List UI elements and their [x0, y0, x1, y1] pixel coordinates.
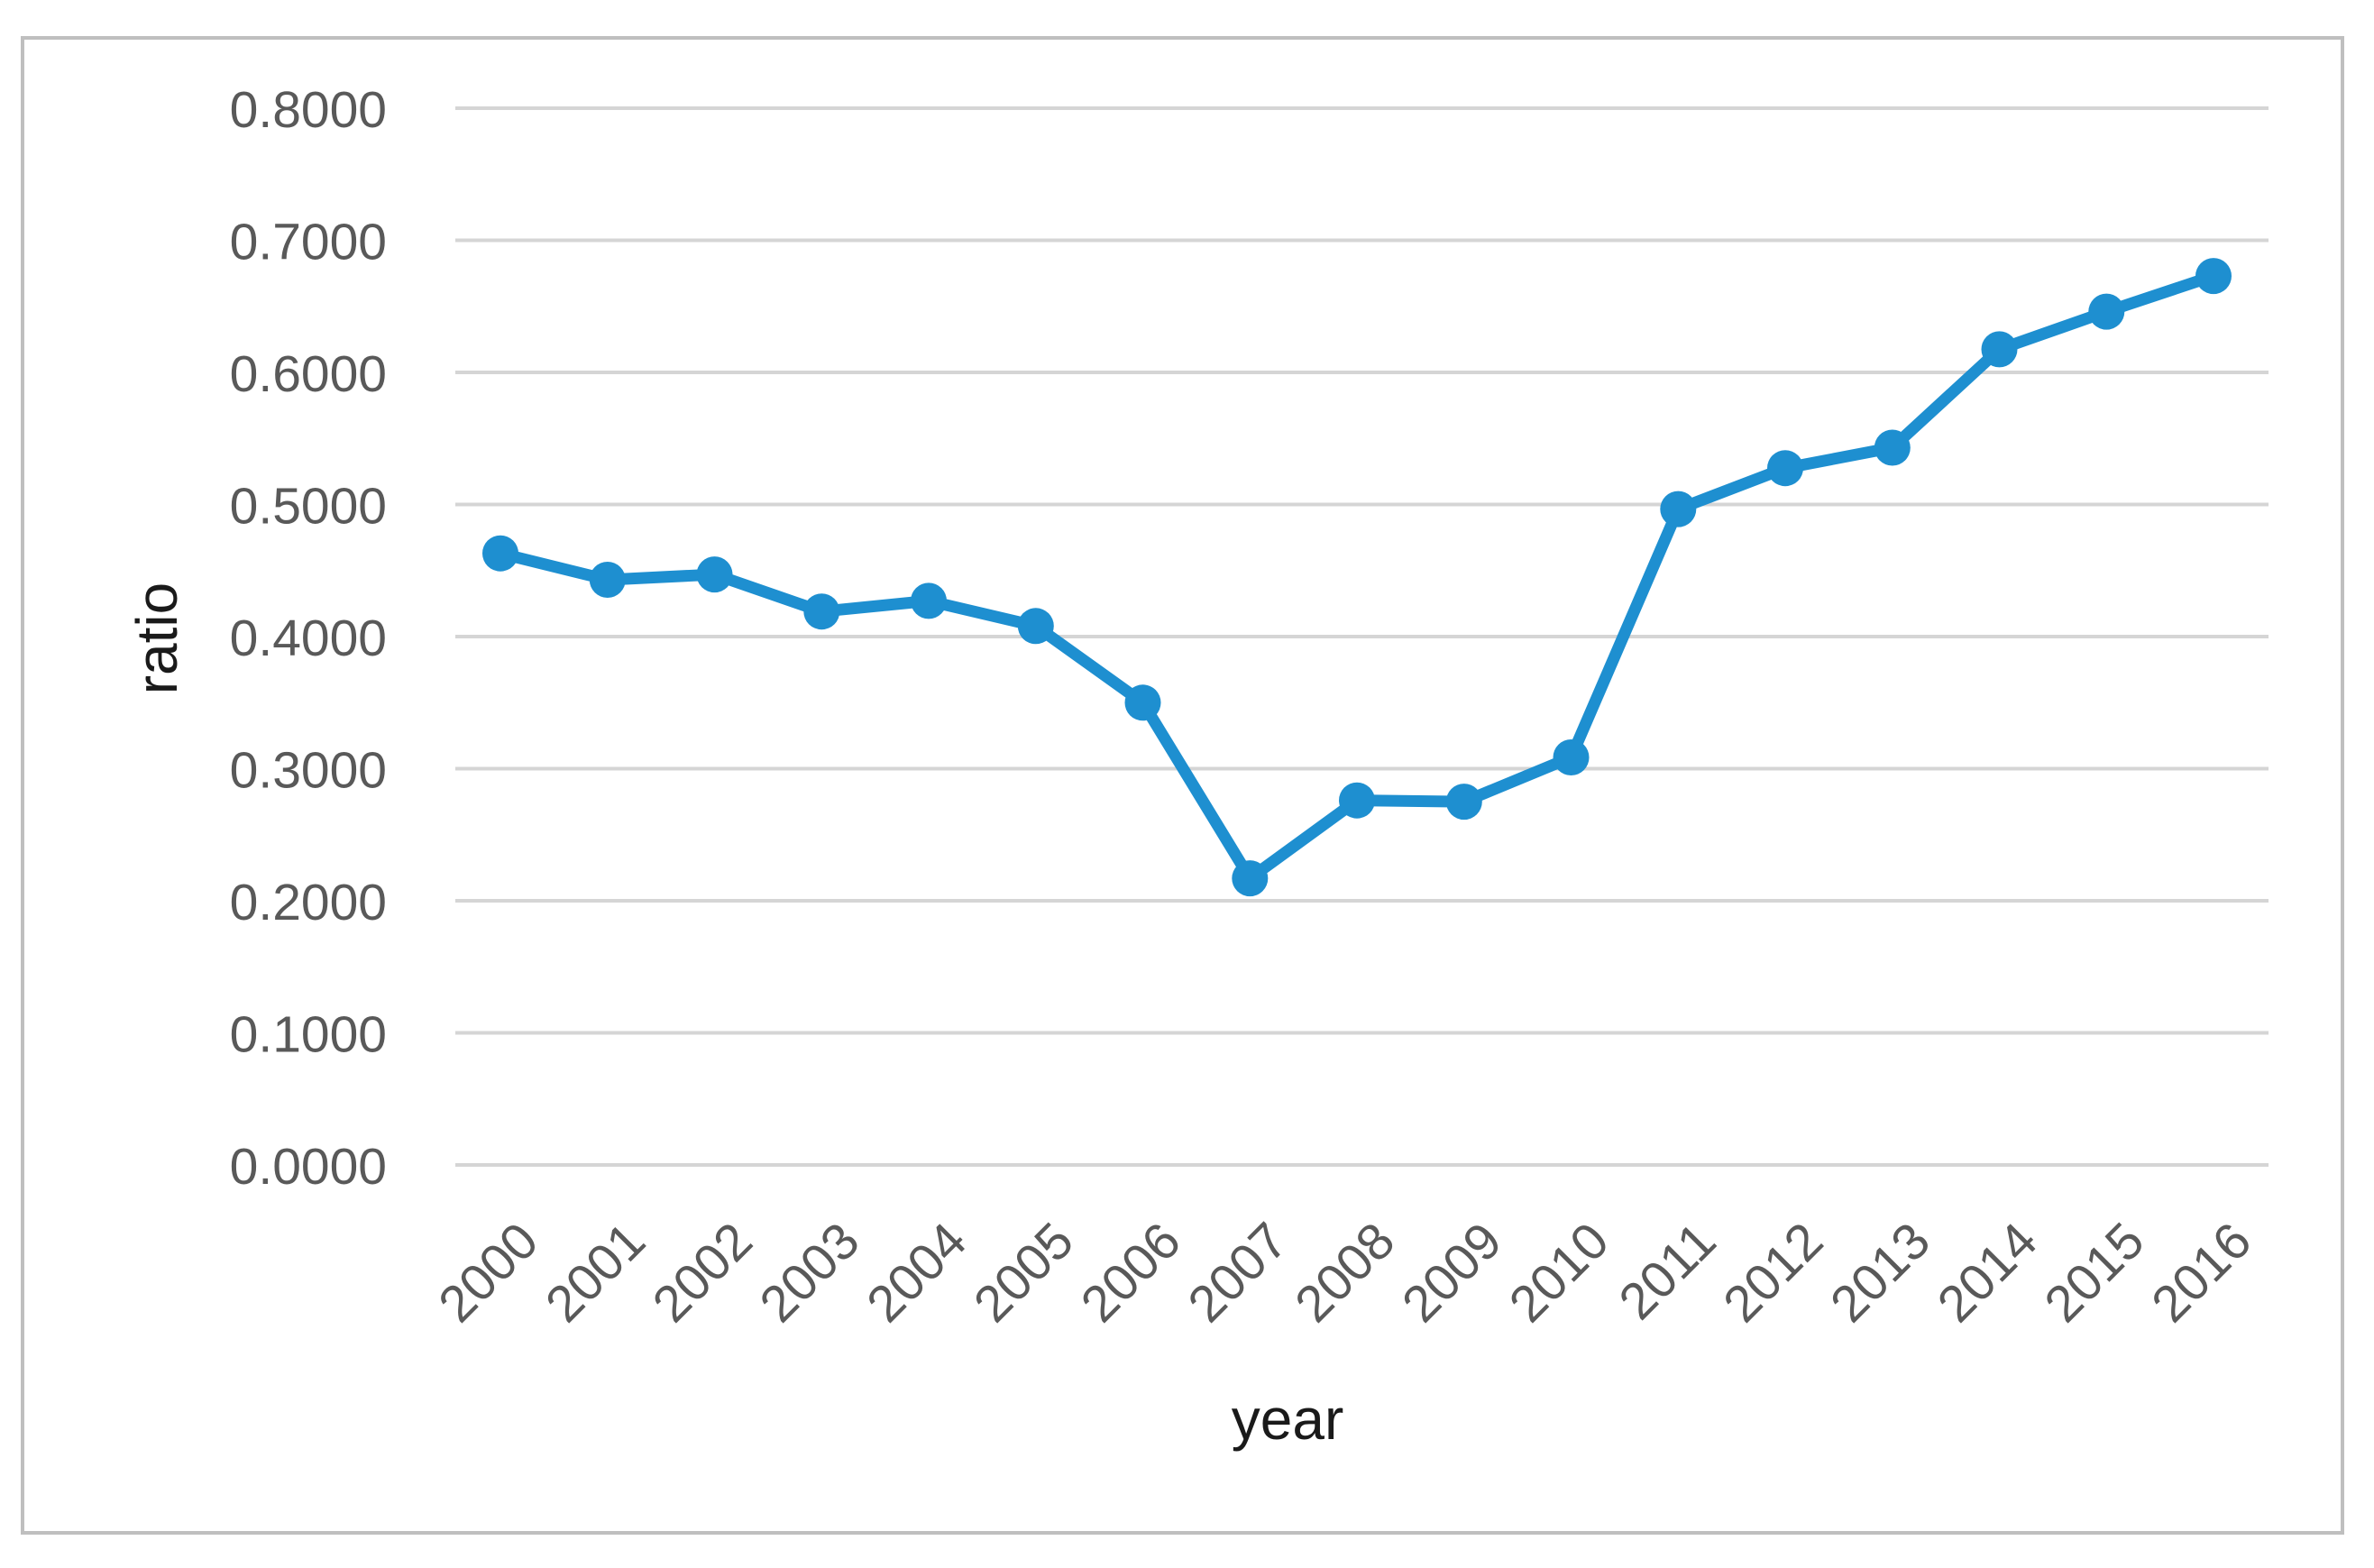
y-tick-label: 0.3000: [230, 742, 387, 800]
y-tick-label: 0.5000: [230, 478, 387, 536]
y-tick-label: 0.2000: [230, 874, 387, 931]
data-point-2013: [1874, 429, 1911, 466]
y-tick-label: 0.7000: [230, 214, 387, 271]
y-tick-label: 0.1000: [230, 1006, 387, 1064]
gridlines: [455, 106, 2269, 1167]
data-point-2012: [1767, 450, 1803, 487]
data-point-2000: [482, 535, 518, 572]
data-point-2001: [589, 562, 626, 598]
y-tick-label: 0.0000: [230, 1138, 387, 1196]
data-point-2014: [1981, 331, 2018, 368]
data-point-2004: [911, 582, 947, 619]
data-point-2010: [1553, 739, 1590, 775]
data-point-2002: [696, 556, 733, 593]
data-point-2016: [2195, 258, 2232, 295]
data-point-2011: [1660, 491, 1697, 527]
data-point-2009: [1445, 784, 1482, 821]
y-tick-label: 0.6000: [230, 345, 387, 403]
chart-border: [21, 36, 2344, 1535]
y-axis-tick-labels: 0.8000 0.7000 0.6000 0.5000 0.4000 0.3000 0.20…: [230, 81, 387, 1196]
data-point-2003: [803, 593, 840, 630]
data-point-2006: [1124, 684, 1161, 721]
data-point-2007: [1232, 860, 1269, 897]
series-markers: [482, 258, 2232, 897]
data-point-2015: [2088, 293, 2125, 330]
y-tick-label: 0.8000: [230, 81, 387, 139]
data-point-2008: [1339, 782, 1375, 819]
y-axis-title: ratio: [124, 582, 189, 695]
x-axis-title: year: [1232, 1387, 1344, 1452]
y-tick-label: 0.4000: [230, 610, 387, 667]
data-point-2005: [1017, 608, 1054, 645]
